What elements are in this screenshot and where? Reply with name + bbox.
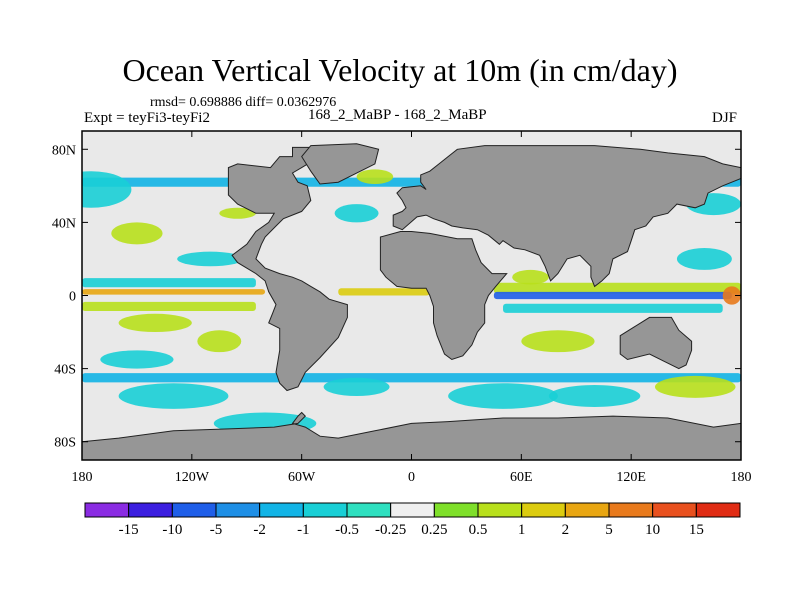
anomaly-band-4 (493, 291, 732, 300)
chart-title: Ocean Vertical Velocity at 10m (in cm/da… (122, 52, 678, 88)
anomaly-band-3 (493, 282, 741, 294)
colorbar-label-8: 0.5 (469, 522, 488, 538)
colorbar-label-13: 15 (689, 522, 704, 538)
anomaly-blob-13 (676, 247, 732, 270)
colorbar-swatch-1 (128, 502, 173, 518)
anomaly-band-0 (82, 278, 256, 288)
colorbar-swatch-11 (564, 502, 610, 518)
y-tick-label-4: 80S (54, 436, 76, 451)
x-tick-label-0: 180 (72, 470, 93, 485)
y-tick-label-2: 0 (69, 290, 76, 305)
case-label: 168_2_MaBP - 168_2_MaBP (308, 107, 487, 123)
anomaly-blob-11 (654, 375, 736, 398)
colorbar-label-1: -10 (162, 522, 182, 538)
colorbar-swatch-12 (608, 502, 654, 518)
colorbar-swatch-10 (521, 502, 566, 518)
colorbar-swatch-6 (346, 502, 392, 518)
land-eurasia (392, 145, 741, 288)
colorbar-swatch-7 (390, 502, 435, 518)
colorbar-swatch-3 (215, 502, 261, 518)
land-australia (619, 316, 693, 370)
anomaly-blob-2 (177, 251, 244, 267)
land-greenland (301, 143, 380, 185)
anomaly-blob-10 (548, 385, 641, 407)
land-africa (379, 231, 508, 361)
experiment-label: Expt = teyFi3-teyFi2 (84, 110, 210, 126)
x-tick-label-3: 0 (408, 470, 415, 485)
y-tick-label-3: 40S (54, 363, 76, 378)
anomaly-band-5 (503, 303, 723, 313)
anomaly-band-7 (82, 373, 741, 383)
anomaly-blob-5 (197, 330, 242, 353)
colorbar-swatch-5 (302, 502, 348, 518)
colorbar-swatch-13 (652, 502, 697, 518)
anomaly-blob-0 (111, 222, 163, 245)
season-label: DJF (712, 110, 738, 126)
colorbar-label-7: 0.25 (421, 522, 447, 538)
y-tick-label-0: 80N (52, 143, 76, 158)
colorbar-label-12: 10 (645, 522, 660, 538)
anomaly-blob-4 (100, 350, 174, 369)
x-tick-label-4: 60E (510, 470, 533, 485)
colorbar-label-5: -0.5 (335, 522, 359, 538)
colorbar-label-3: -2 (253, 522, 266, 538)
stats-label: rmsd= 0.698886 diff= 0.0362976 (150, 95, 337, 110)
anomaly-blob-18 (722, 286, 741, 305)
colorbar-label-4: -1 (297, 522, 310, 538)
anomaly-band-6 (338, 288, 430, 296)
colorbar-label-6: -0.25 (375, 522, 406, 538)
x-tick-label-5: 120E (616, 470, 646, 485)
colorbar-swatch-2 (171, 502, 217, 518)
land-americas (227, 146, 348, 392)
colorbar-label-10: 2 (562, 522, 570, 538)
x-tick-label-1: 120W (175, 470, 210, 485)
land-antarctica (82, 411, 741, 460)
colorbar-label-0: -15 (119, 522, 139, 538)
colorbar-swatch-4 (259, 502, 304, 518)
anomaly-blob-15 (334, 204, 379, 223)
x-tick-label-2: 60W (288, 470, 316, 485)
anomaly-blob-16 (356, 169, 394, 185)
anomaly-blob-9 (448, 383, 558, 409)
anomaly-blob-6 (118, 313, 192, 333)
anomaly-band-2 (82, 301, 256, 312)
y-tick-label-1: 40N (52, 216, 76, 231)
colorbar-swatch-9 (477, 502, 523, 518)
anomaly-blob-12 (521, 330, 595, 353)
colorbar-label-9: 1 (518, 522, 526, 538)
anomaly-blob-19 (219, 207, 256, 219)
colorbar-label-2: -5 (210, 522, 223, 538)
anomaly-blob-17 (512, 269, 549, 285)
x-tick-label-6: 180 (731, 470, 752, 485)
colorbar-label-11: 5 (605, 522, 613, 538)
anomaly-band-1 (82, 289, 266, 295)
colorbar-swatch-8 (433, 502, 479, 518)
anomaly-blob-1 (82, 171, 132, 208)
anomaly-blob-3 (118, 383, 229, 409)
colorbar-swatch-14 (695, 502, 741, 518)
colorbar-swatch-0 (84, 502, 130, 518)
anomaly-blob-8 (323, 377, 390, 397)
